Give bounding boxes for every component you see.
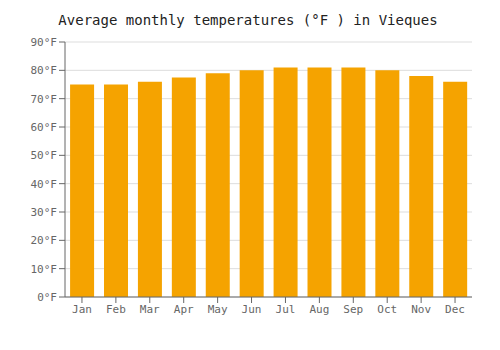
svg-text:May: May [208, 303, 228, 316]
svg-text:Dec: Dec [445, 303, 465, 316]
svg-text:Sep: Sep [343, 303, 363, 316]
svg-text:50°F: 50°F [31, 149, 58, 162]
svg-text:20°F: 20°F [31, 234, 58, 247]
svg-text:40°F: 40°F [31, 178, 58, 191]
svg-text:Feb: Feb [106, 303, 126, 316]
svg-text:Apr: Apr [174, 303, 194, 316]
svg-text:0°F: 0°F [37, 291, 57, 304]
html-text:Average monthly temperatures (: Average monthly temperatures (°F ) in Vi… [58, 12, 438, 28]
svg-text:Nov: Nov [411, 303, 431, 316]
svg-text:30°F: 30°F [31, 206, 58, 219]
svg-text:70°F: 70°F [31, 93, 58, 106]
svg-text:Jan: Jan [72, 303, 92, 316]
svg-text:Jul: Jul [276, 303, 296, 316]
svg-text:10°F: 10°F [31, 263, 58, 276]
svg-text:80°F: 80°F [31, 64, 58, 77]
svg-text:Jun: Jun [242, 303, 262, 316]
svg-text:Mar: Mar [140, 303, 160, 316]
svg-text:Oct: Oct [377, 303, 397, 316]
svg-text:60°F: 60°F [31, 121, 58, 134]
svg-text:90°F: 90°F [31, 36, 58, 49]
svg-text:Aug: Aug [309, 303, 329, 316]
